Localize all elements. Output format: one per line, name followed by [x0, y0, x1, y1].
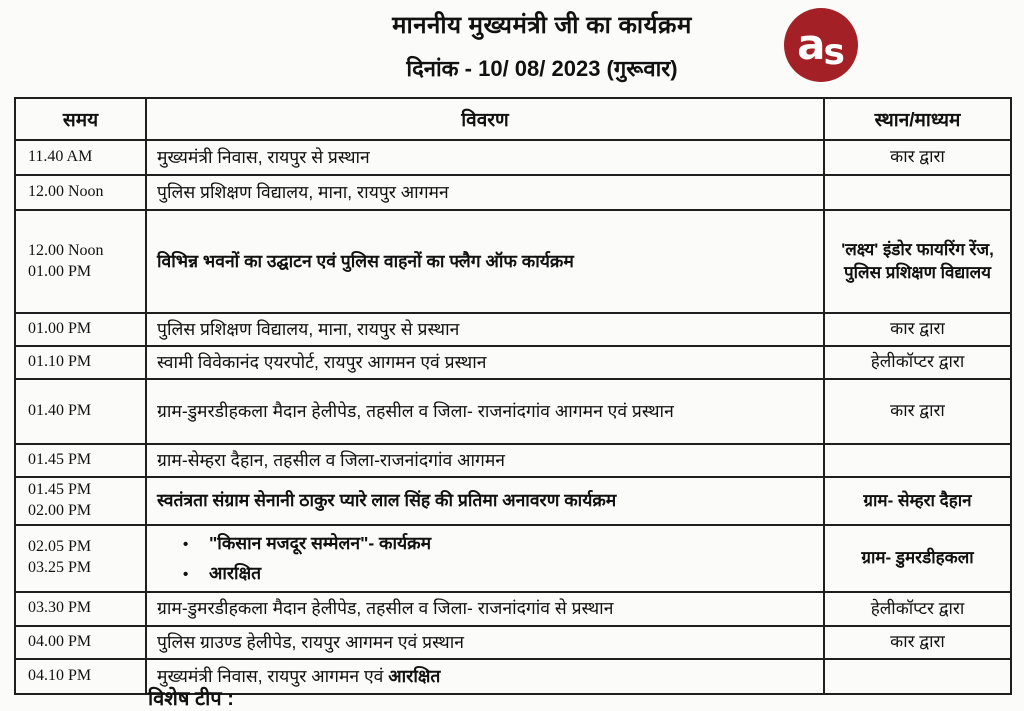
time-value: 01.45 PM	[28, 481, 92, 498]
details-cell: विभिन्न भवनों का उद्घाटन एवं पुलिस वाहनो…	[145, 209, 825, 314]
table-row: 12.00 Noon पुलिस प्रशिक्षण विद्यालय, माना…	[14, 174, 1012, 211]
bullet-item: • "किसान मजदूर सम्मेलन"- कार्यक्रम	[157, 528, 813, 559]
table-row: 04.10 PM मुख्यमंत्री निवास, रायपुर आगमन ए…	[14, 657, 1012, 695]
time-value: 01.40 PM	[28, 402, 92, 420]
details-text: मुख्यमंत्री निवास, रायपुर आगमन एवं	[157, 665, 389, 686]
location-cell: हेलीकॉप्टर द्वारा	[823, 345, 1012, 380]
details-cell: ग्राम-डुमरडीहकला मैदान हेलीपेड, तहसील व …	[145, 378, 825, 445]
details-text: विभिन्न भवनों का उद्घाटन एवं पुलिस वाहनो…	[157, 250, 574, 271]
details-text: पुलिस प्रशिक्षण विद्यालय, माना, रायपुर स…	[157, 318, 460, 339]
bullet-icon: •	[183, 535, 189, 553]
bullet-item: • आरक्षित	[157, 558, 813, 589]
location-cell: कार द्वारा	[823, 312, 1012, 347]
schedule-table-body: 11.40 AM मुख्यमंत्री निवास, रायपुर से प्र…	[14, 139, 1012, 695]
time-cell: 01.00 PM	[14, 312, 147, 347]
time-cell: 04.10 PM	[14, 657, 147, 695]
details-text: स्वामी विवेकानंद एयरपोर्ट, रायपुर आगमन ए…	[157, 351, 487, 372]
table-row: 01.10 PM स्वामी विवेकानंद एयरपोर्ट, रायपु…	[14, 345, 1012, 380]
time-cell: 04.00 PM	[14, 624, 147, 660]
location-cell: कार द्वारा	[823, 139, 1012, 176]
location-cell	[823, 657, 1012, 695]
bullet-icon: •	[183, 566, 189, 584]
location-cell: कार द्वारा	[823, 624, 1012, 660]
col-header-location: स्थान/माध्यम	[823, 97, 1012, 141]
location-cell	[823, 174, 1012, 211]
schedule-table-header: समय विवरण स्थान/माध्यम	[14, 97, 1012, 141]
details-cell: ग्राम-सेम्हरा दैहान, तहसील व जिला-राजनां…	[145, 443, 825, 478]
table-row: 02.05 PM 03.25 PM • "किसान मजदूर सम्मेलन"- …	[14, 523, 1012, 593]
location-cell: ग्राम- डुमरडीहकला	[823, 523, 1012, 593]
location-cell	[823, 443, 1012, 478]
col-header-time: समय	[14, 97, 147, 141]
time-value: 02.05 PM	[28, 538, 92, 556]
details-cell: पुलिस प्रशिक्षण विद्यालय, माना, रायपुर आ…	[145, 174, 825, 211]
table-row: 01.40 PM ग्राम-डुमरडीहकला मैदान हेलीपेड, …	[14, 378, 1012, 445]
table-row: 11.40 AM मुख्यमंत्री निवास, रायपुर से प्र…	[14, 139, 1012, 176]
details-text: ग्राम-डुमरडीहकला मैदान हेलीपेड, तहसील व …	[157, 598, 614, 619]
date-line: दिनांक - 10/ 08/ 2023 (गुरूवार)	[406, 56, 678, 81]
time-value: 12.00 Noon	[28, 241, 104, 259]
footer-note-cropped: विशेष टीप :	[148, 688, 234, 710]
col-header-details: विवरण	[145, 97, 825, 141]
time-value: 04.00 PM	[28, 632, 92, 650]
details-text: पुलिस ग्राउण्ड हेलीपेड, रायपुर आगमन एवं …	[157, 631, 464, 652]
time-cell: 12.00 Noon 01.00 PM	[14, 209, 147, 314]
time-cell: 01.40 PM	[14, 378, 147, 445]
time-cell: 02.05 PM 03.25 PM	[14, 523, 147, 593]
location-cell: कार द्वारा	[823, 378, 1012, 445]
details-text: पुलिस प्रशिक्षण विद्यालय, माना, रायपुर आ…	[157, 181, 449, 202]
details-cell: पुलिस प्रशिक्षण विद्यालय, माना, रायपुर स…	[145, 312, 825, 347]
time-cell: 01.45 PM	[14, 443, 147, 478]
schedule-table: समय विवरण स्थान/माध्यम 11.40 AM मुख्यमंत्…	[14, 97, 1012, 695]
time-value: 01.45 PM	[28, 451, 92, 469]
time-value: 03.25 PM	[28, 559, 92, 577]
details-cell: • "किसान मजदूर सम्मेलन"- कार्यक्रम • आरक्षि…	[145, 523, 825, 593]
table-row: 12.00 Noon 01.00 PM विभिन्न भवनों का उद्घा…	[14, 209, 1012, 314]
page-title: माननीय मुख्यमंत्री जी का कार्यक्रम	[392, 12, 692, 39]
details-text: स्वतंत्रता संग्राम सेनानी ठाकुर प्यारे ल…	[157, 489, 617, 510]
time-value: 01.00 PM	[28, 320, 92, 338]
time-value: 01.10 PM	[28, 353, 92, 371]
logo-letter-a: a	[797, 20, 826, 69]
time-value: 11.40 AM	[28, 148, 93, 166]
details-cell: ग्राम-डुमरडीहकला मैदान हेलीपेड, तहसील व …	[145, 590, 825, 627]
time-cell: 11.40 AM	[14, 139, 147, 176]
table-row: 01.45 PM ग्राम-सेम्हरा दैहान, तहसील व जिल…	[14, 443, 1012, 478]
details-text: मुख्यमंत्री निवास, रायपुर से प्रस्थान	[157, 146, 370, 167]
time-cell: 01.10 PM	[14, 345, 147, 380]
details-cell: मुख्यमंत्री निवास, रायपुर आगमन एवं आरक्ष…	[145, 657, 825, 695]
time-value: 04.10 PM	[28, 666, 92, 684]
time-value: 03.30 PM	[28, 599, 92, 617]
details-text: ग्राम-सेम्हरा दैहान, तहसील व जिला-राजनां…	[157, 449, 506, 470]
table-row: 04.00 PM पुलिस ग्राउण्ड हेलीपेड, रायपुर आ…	[14, 624, 1012, 660]
table-row: 03.30 PM ग्राम-डुमरडीहकला मैदान हेलीपेड, …	[14, 590, 1012, 627]
details-text: ग्राम-डुमरडीहकला मैदान हेलीपेड, तहसील व …	[157, 400, 674, 421]
details-cell: मुख्यमंत्री निवास, रायपुर से प्रस्थान	[145, 139, 825, 176]
table-row: 01.00 PM पुलिस प्रशिक्षण विद्यालय, माना, …	[14, 312, 1012, 347]
table-row: 01.45 PM 02.00 PM स्वतंत्रता संग्राम सेनान…	[14, 476, 1012, 526]
time-value: 02.00 PM	[28, 501, 92, 519]
document-header: माननीय मुख्यमंत्री जी का कार्यक्रम दिनां…	[0, 8, 1024, 83]
location-cell: हेलीकॉप्टर द्वारा	[823, 590, 1012, 627]
details-cell: स्वामी विवेकानंद एयरपोर्ट, रायपुर आगमन ए…	[145, 345, 825, 380]
logo-letter-s: s	[823, 32, 845, 73]
details-cell: पुलिस ग्राउण्ड हेलीपेड, रायपुर आगमन एवं …	[145, 624, 825, 660]
time-cell: 03.30 PM	[14, 590, 147, 627]
header-row: समय विवरण स्थान/माध्यम	[14, 97, 1012, 141]
time-cell: 01.45 PM 02.00 PM	[14, 476, 147, 526]
time-value: 12.00 Noon	[28, 183, 104, 201]
as-logo: a s	[784, 8, 858, 82]
details-cell: स्वतंत्रता संग्राम सेनानी ठाकुर प्यारे ल…	[145, 476, 825, 526]
time-value: 01.00 PM	[28, 262, 92, 280]
location-cell: 'लक्ष्य' इंडोर फायरिंग रेंज, पुलिस प्रशि…	[823, 209, 1012, 314]
time-cell: 12.00 Noon	[14, 174, 147, 211]
details-text-bold: आरक्षित	[388, 665, 441, 686]
location-cell: ग्राम- सेम्हरा दैहान	[823, 476, 1012, 526]
